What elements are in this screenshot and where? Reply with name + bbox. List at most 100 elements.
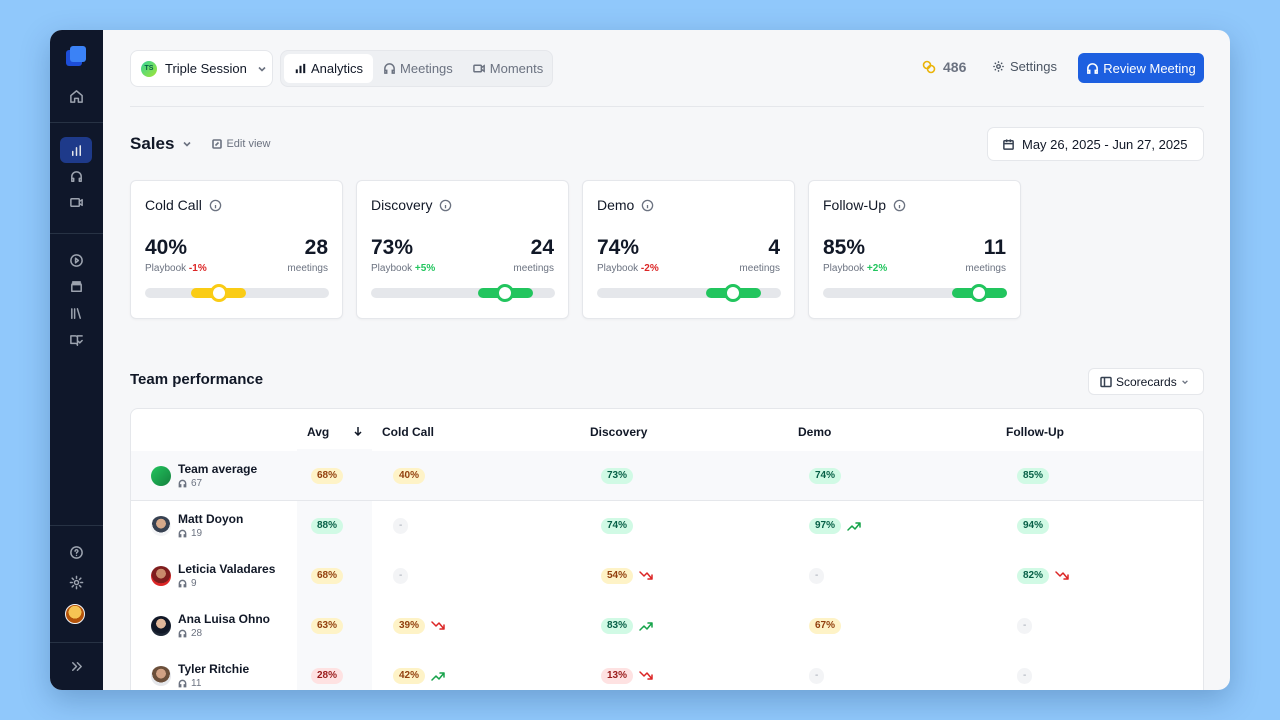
member-name: Team average	[178, 462, 258, 476]
chevron-down-icon[interactable]	[182, 139, 192, 149]
card-percentage: 40%	[145, 236, 188, 259]
trend-down-icon	[431, 621, 445, 630]
score-badge: -	[393, 568, 409, 584]
date-range-picker[interactable]: May 26, 2025 - Jun 27, 2025	[987, 127, 1204, 161]
avatar	[151, 666, 171, 686]
edit-view-button[interactable]: Edit view	[212, 138, 270, 150]
score-badge: 28%	[311, 668, 344, 684]
calendar-icon	[1003, 138, 1014, 150]
member-meetings: 67	[178, 478, 202, 489]
meetings-count: 11	[191, 678, 202, 689]
info-icon[interactable]	[209, 199, 222, 212]
page-title[interactable]: Sales	[130, 134, 175, 153]
book-check-icon[interactable]	[60, 327, 92, 353]
headset-icon[interactable]	[60, 163, 92, 189]
table-row[interactable]: Leticia Valadares 9 68% - 54% - 82%	[131, 551, 1203, 601]
edit-view-label: Edit view	[226, 138, 271, 150]
trend-up-icon	[847, 522, 861, 531]
table-row[interactable]: Ana Luisa Ohno 28 63% 39% 83% 67% -	[131, 601, 1203, 651]
scorecard-card[interactable]: Cold Call 40% Playbook -1% 28 meetings	[130, 180, 343, 319]
home-icon[interactable]	[60, 83, 92, 109]
table-row[interactable]: Tyler Ritchie 11 28% 42% 13% - -	[131, 651, 1203, 690]
sort-down-icon[interactable]	[353, 426, 363, 436]
card-playbook: Playbook +2%	[823, 263, 887, 274]
session-selector[interactable]: TS Triple Session	[130, 50, 273, 87]
info-icon[interactable]	[439, 199, 452, 212]
score-range-track	[145, 284, 329, 302]
headset-icon	[1087, 62, 1099, 74]
inbox-icon[interactable]	[60, 273, 92, 299]
tab-moments[interactable]: Moments	[463, 54, 553, 83]
trend-down-icon	[1055, 571, 1069, 580]
column-header-demo[interactable]: Demo	[798, 425, 832, 439]
view-tabs: Analytics Meetings Moments	[280, 50, 553, 87]
help-icon[interactable]	[60, 539, 92, 565]
playbook-label: Playbook	[371, 263, 413, 274]
avatar	[151, 616, 171, 636]
tab-meetings[interactable]: Meetings	[373, 54, 463, 83]
score-knob[interactable]	[724, 284, 743, 302]
card-meeting-count: 28	[304, 236, 328, 259]
edit-icon	[212, 139, 223, 149]
scorecard-card[interactable]: Demo 74% Playbook -2% 4 meetings	[582, 180, 795, 319]
card-playbook: Playbook +5%	[371, 263, 435, 274]
score-badge: 73%	[601, 468, 634, 484]
card-meetings-label: meetings	[965, 263, 1006, 274]
scorecards-dropdown[interactable]: Scorecards	[1088, 368, 1204, 395]
info-icon[interactable]	[641, 199, 654, 212]
tab-analytics-label: Analytics	[311, 61, 364, 76]
library-icon[interactable]	[60, 300, 92, 326]
playbook-label: Playbook	[823, 263, 865, 274]
topbar: TS Triple Session Analytics Meetings Mom…	[130, 50, 1204, 88]
playbook-delta: +2%	[866, 263, 888, 274]
meetings-count: 28	[191, 628, 203, 639]
session-name: Triple Session	[165, 61, 247, 76]
score-badge: -	[1017, 668, 1033, 684]
table-row[interactable]: Matt Doyon 19 88% - 74% 97% 94%	[131, 501, 1203, 551]
column-header-avg[interactable]: Avg	[307, 425, 330, 439]
avatar	[151, 516, 171, 536]
gear-icon[interactable]	[60, 569, 92, 595]
meetings-count: 67	[191, 478, 203, 489]
score-knob[interactable]	[209, 284, 228, 302]
score-range-track	[597, 284, 781, 302]
column-header-discovery[interactable]: Discovery	[590, 425, 648, 439]
analytics-icon[interactable]	[60, 137, 92, 163]
headset-icon	[178, 679, 187, 688]
team-average-row[interactable]: Team average 67 68% 40% 73% 74% 85%	[131, 451, 1203, 501]
info-icon[interactable]	[893, 199, 906, 212]
score-badge: -	[1017, 618, 1033, 634]
card-title-text: Cold Call	[145, 197, 202, 213]
column-header-cold-call[interactable]: Cold Call	[382, 425, 435, 439]
tab-analytics[interactable]: Analytics	[284, 54, 374, 83]
sidebar	[50, 30, 103, 690]
card-meeting-count: 4	[768, 236, 780, 259]
score-badge: 54%	[601, 568, 634, 584]
score-badge: 88%	[311, 518, 344, 534]
card-title: Demo	[597, 197, 654, 213]
trend-up-icon	[639, 622, 653, 631]
playbook-label: Playbook	[145, 263, 187, 274]
score-knob[interactable]	[496, 284, 515, 302]
score-badge: 68%	[311, 568, 344, 584]
video-icon[interactable]	[60, 189, 92, 215]
trend-down-icon	[639, 571, 653, 580]
score-range-track	[823, 284, 1007, 302]
playbook-label: Playbook	[597, 263, 639, 274]
user-avatar[interactable]	[65, 604, 85, 624]
score-badge: 67%	[809, 618, 842, 634]
card-meetings-label: meetings	[739, 263, 780, 274]
column-header-follow-up[interactable]: Follow-Up	[1006, 425, 1064, 439]
review-meeting-button[interactable]: Review Meeting	[1078, 53, 1204, 83]
playbook-delta: +5%	[414, 263, 436, 274]
expand-icon[interactable]	[60, 653, 92, 679]
scorecard-card[interactable]: Follow-Up 85% Playbook +2% 11 meetings	[808, 180, 1021, 319]
app-logo[interactable]	[65, 46, 88, 68]
card-playbook: Playbook -2%	[597, 263, 659, 274]
settings-button[interactable]: Settings	[992, 59, 1057, 74]
credits-counter[interactable]: 486	[922, 59, 966, 75]
score-range-track	[371, 284, 555, 302]
play-icon[interactable]	[60, 247, 92, 273]
score-knob[interactable]	[970, 284, 989, 302]
scorecard-card[interactable]: Discovery 73% Playbook +5% 24 meetings	[356, 180, 569, 319]
